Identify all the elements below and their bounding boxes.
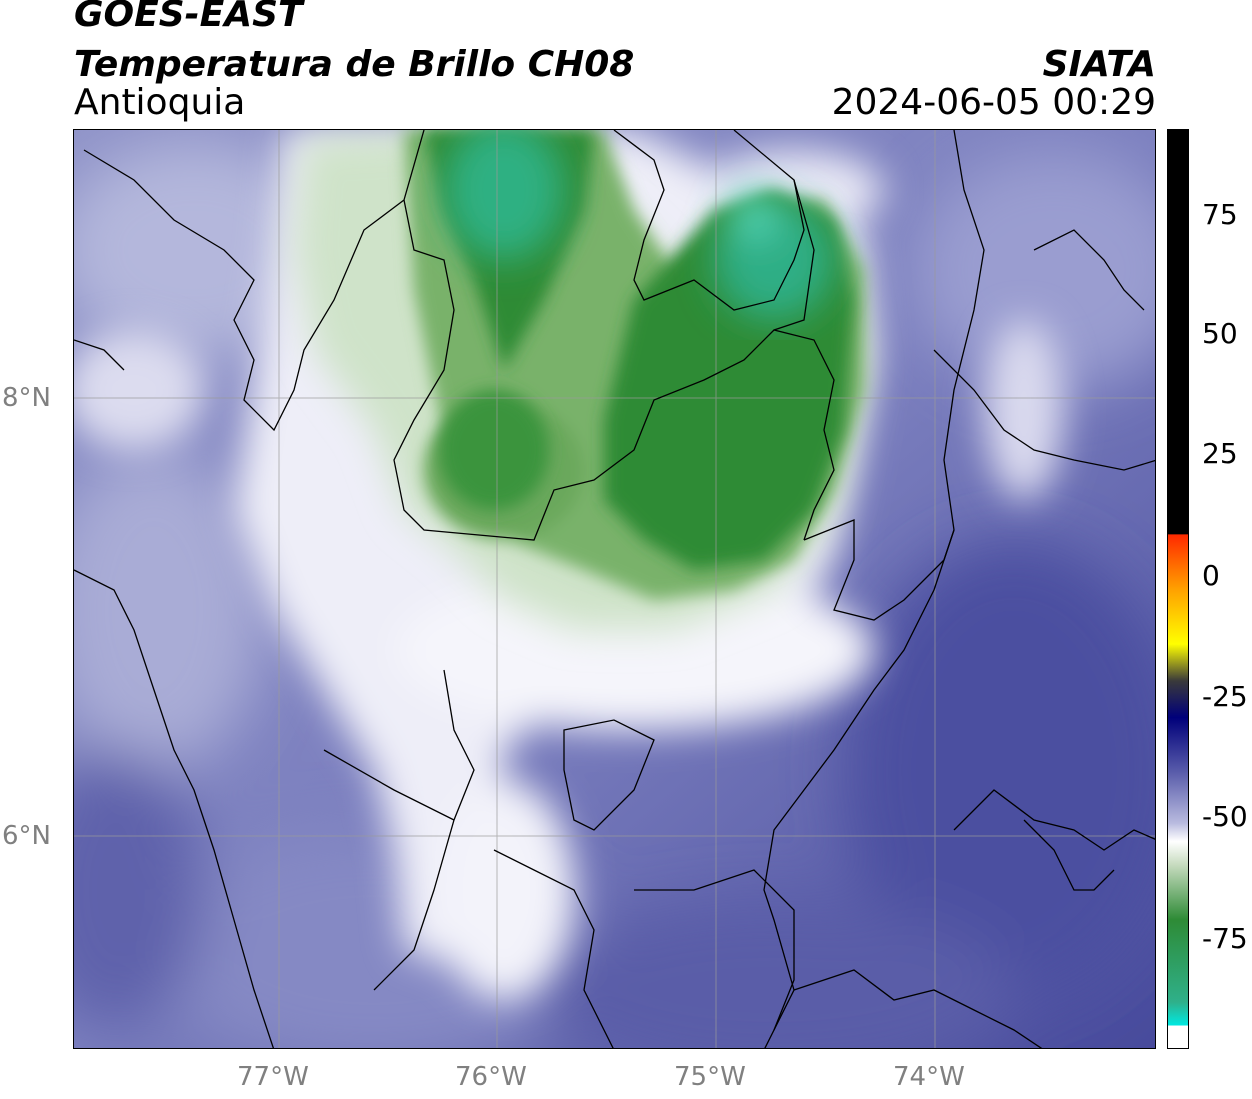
colorbar-tick-label: -25 bbox=[1202, 680, 1248, 713]
agency-label: SIATA bbox=[1042, 44, 1156, 85]
map-title-satellite: GOES-EAST bbox=[74, 0, 303, 35]
colorbar bbox=[1167, 129, 1189, 1049]
x-tick-label: 74°W bbox=[893, 1062, 965, 1092]
graticule bbox=[74, 130, 1155, 1048]
colorbar-tick-label: -75 bbox=[1202, 922, 1248, 955]
satellite-map[interactable] bbox=[73, 129, 1156, 1049]
x-tick-label: 77°W bbox=[237, 1062, 309, 1092]
map-title-region: Antioquia bbox=[74, 82, 246, 123]
x-tick-label: 75°W bbox=[674, 1062, 746, 1092]
colorbar-gradient bbox=[1168, 130, 1188, 1048]
colorbar-tick-label: 25 bbox=[1202, 437, 1238, 470]
y-tick-label: 8°N bbox=[2, 383, 51, 413]
colorbar-tick-label: -50 bbox=[1202, 800, 1248, 833]
y-tick-label: 6°N bbox=[2, 821, 51, 851]
timestamp-label: 2024-06-05 00:29 bbox=[831, 82, 1156, 123]
x-tick-label: 76°W bbox=[455, 1062, 527, 1092]
map-canvas bbox=[74, 130, 1155, 1048]
colorbar-tick-label: 75 bbox=[1202, 198, 1238, 231]
administrative-borders bbox=[74, 130, 1155, 1048]
colorbar-tick-label: 50 bbox=[1202, 317, 1238, 350]
map-title-product: Temperatura de Brillo CH08 bbox=[74, 44, 635, 85]
colorbar-tick-label: 0 bbox=[1202, 559, 1220, 592]
